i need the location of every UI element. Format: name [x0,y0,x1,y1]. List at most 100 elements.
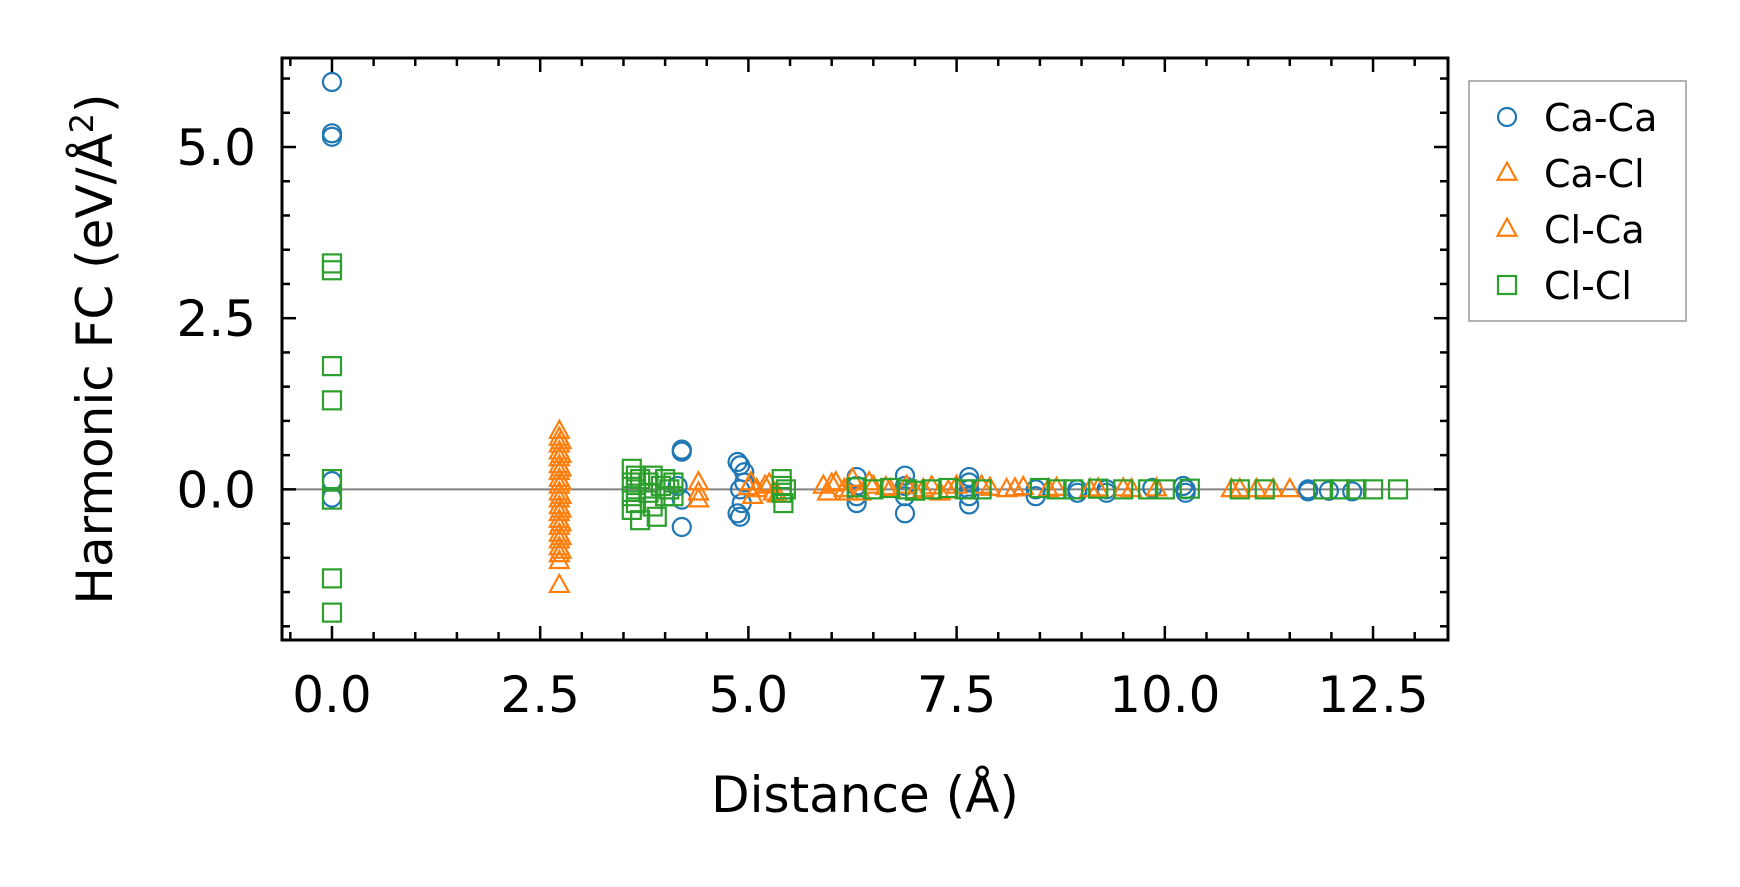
y-axis-label-main: Harmonic FC (eV/Å [66,133,124,604]
legend-item: Ca-Cl [1495,152,1645,196]
x-tick-label: 7.5 [917,666,997,724]
data-point [1229,479,1250,500]
data-point [671,516,692,538]
y-axis-ticks: 0.0 2.5 5.0 [176,77,1448,628]
data-point [625,479,647,500]
x-axis-label: Distance (Å) [711,766,1019,824]
data-point [904,480,926,501]
data-point [659,479,680,500]
data-point [971,479,992,500]
legend-marker [1496,274,1518,296]
data-point [663,472,684,493]
data-point [775,479,796,500]
data-point [1113,479,1134,500]
legend-item: Cl-Cl [1496,264,1632,308]
data-point [846,477,867,498]
y-tick-label: 2.5 [176,290,256,348]
data-point [1063,479,1084,500]
data-point [1067,482,1088,503]
data-point [879,477,901,499]
data-point [548,572,571,594]
data-point [321,126,343,147]
data-point [642,496,663,517]
data-point [321,390,343,411]
legend-label: Ca-Cl [1544,152,1645,196]
data-point [321,568,343,589]
data-point [630,510,651,531]
y-tick-label: 5.0 [176,119,256,177]
data-point [549,510,573,532]
data-point [1346,479,1367,500]
data-point [820,471,844,492]
data-point [1342,481,1363,502]
y-tick-label: 0.0 [176,461,256,519]
data-point [753,473,777,494]
data-point [727,503,748,524]
data-point [321,356,343,377]
data-point [757,471,781,492]
data-point [625,465,647,486]
data-point [737,474,760,496]
data-point [549,456,573,477]
plot-area-frame [280,56,1450,642]
data-point [663,486,684,507]
data-markers-group [321,71,1409,623]
x-tick-label: 12.5 [1317,666,1428,724]
x-tick-label: 10.0 [1109,666,1220,724]
series-cl-cl [321,253,1409,623]
x-tick-label: 2.5 [500,666,580,724]
data-point [549,524,573,546]
data-point [1003,476,1027,497]
data-point [1278,476,1302,498]
data-point [1029,477,1051,499]
legend-item: Cl-Ca [1495,208,1645,252]
data-point [671,441,692,462]
data-point [1111,476,1135,497]
legend-label: Cl-Ca [1544,208,1645,252]
data-point [548,548,571,570]
x-tick-label: 5.0 [709,666,789,724]
data-point [928,480,952,501]
data-point [549,469,573,491]
data-point [1179,478,1200,499]
data-point [729,506,751,527]
data-point [687,487,710,508]
data-point [959,466,980,488]
data-point [1254,479,1275,500]
data-point [321,260,343,281]
data-point [1138,479,1159,500]
data-point [549,497,573,518]
data-point [727,451,748,473]
data-point [549,442,573,463]
legend-label: Ca-Ca [1544,96,1657,140]
data-point [862,473,885,494]
data-point [549,428,573,450]
data-point [1362,479,1384,500]
data-point [321,468,343,490]
data-point [1297,481,1319,502]
data-point [1228,476,1252,498]
data-point [959,494,980,515]
data-point [321,489,343,510]
data-point [1387,479,1409,500]
legend-marker [1495,160,1519,181]
data-point [1088,478,1109,499]
legend-marker [1495,216,1519,237]
data-point [1046,479,1067,500]
data-point [321,602,343,623]
data-point [548,418,571,439]
data-point [837,480,860,501]
legend: Ca-Ca Ca-Cl Cl-Ca Cl-Cl [1468,80,1687,322]
data-point [773,492,794,514]
data-point [959,486,980,507]
data-point [646,506,667,527]
legend-marker [1496,106,1518,128]
data-point [920,474,943,495]
y-axis-label-close: ) [66,93,124,113]
data-point [954,479,976,500]
y-axis-label: Harmonic FC (eV/Å2) [63,93,124,604]
data-point [846,492,867,514]
x-axis-ticks: 0.0 2.5 5.0 7.5 10.0 12.5 [289,58,1429,724]
